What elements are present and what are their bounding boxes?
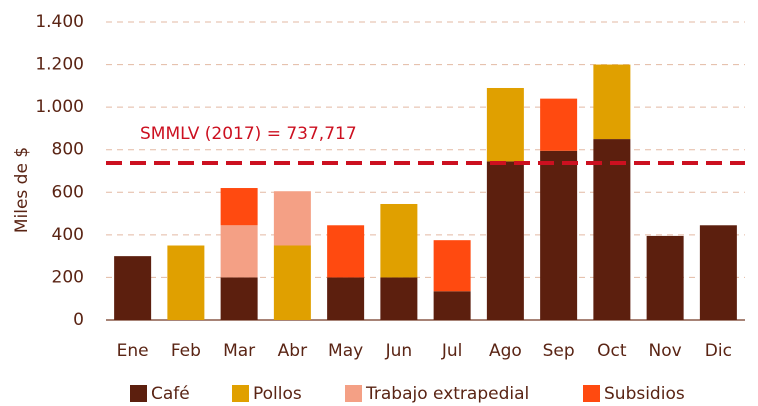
bar-segment xyxy=(646,235,684,320)
legend-label: Café xyxy=(151,384,190,404)
bar-segment xyxy=(593,139,631,320)
bar-segment xyxy=(380,203,418,278)
y-tick-label: 0 xyxy=(73,310,84,330)
y-axis-label: Miles de $ xyxy=(12,147,32,233)
y-tick-label: 1.200 xyxy=(35,55,84,75)
legend-swatch xyxy=(583,385,600,402)
bar-segment xyxy=(273,191,311,246)
x-tick-label: Ene xyxy=(117,341,149,361)
bar-segment xyxy=(433,291,471,320)
bar-segment xyxy=(380,277,418,320)
y-tick-label: 600 xyxy=(52,182,84,202)
legend-label: Trabajo extrapedial xyxy=(365,384,529,404)
x-tick-label: Jun xyxy=(385,341,413,361)
x-tick-label: Abr xyxy=(278,341,307,361)
legend-label: Pollos xyxy=(253,384,302,404)
x-tick-label: Sep xyxy=(543,341,575,361)
x-tick-label: Jul xyxy=(441,341,463,361)
y-tick-label: 1.000 xyxy=(35,97,84,117)
x-tick-label: Feb xyxy=(171,341,201,361)
bar-segment xyxy=(327,277,365,320)
y-tick-label: 200 xyxy=(52,267,84,287)
bar-segment xyxy=(486,161,524,320)
bar-segment xyxy=(220,188,258,226)
bar-segment xyxy=(486,87,524,162)
legend-swatch xyxy=(232,385,249,402)
y-tick-label: 800 xyxy=(52,140,84,160)
reference-label: SMMLV (2017) = 737,717 xyxy=(140,124,357,144)
bar-segment xyxy=(273,245,311,320)
x-tick-label: Oct xyxy=(597,341,627,361)
legend-label: Subsidios xyxy=(604,384,685,404)
legend-swatch xyxy=(345,385,362,402)
bar-segment xyxy=(114,256,152,320)
y-tick-label: 400 xyxy=(52,225,84,245)
x-tick-label: Mar xyxy=(223,341,255,361)
bar-segment xyxy=(433,240,471,292)
y-tick-label: 1.400 xyxy=(35,12,84,32)
bar-segment xyxy=(220,225,258,278)
legend-swatch xyxy=(130,385,147,402)
bar-segment xyxy=(220,277,258,320)
bar-segment xyxy=(699,225,737,320)
bar-segment xyxy=(540,150,578,320)
bar-segment xyxy=(540,98,578,151)
x-tick-label: May xyxy=(328,341,363,361)
x-tick-label: Ago xyxy=(489,341,522,361)
bar-segment xyxy=(593,64,631,140)
x-tick-label: Dic xyxy=(705,341,732,361)
bar-segment xyxy=(167,245,205,320)
x-tick-label: Nov xyxy=(649,341,682,361)
bar-segment xyxy=(327,225,365,278)
